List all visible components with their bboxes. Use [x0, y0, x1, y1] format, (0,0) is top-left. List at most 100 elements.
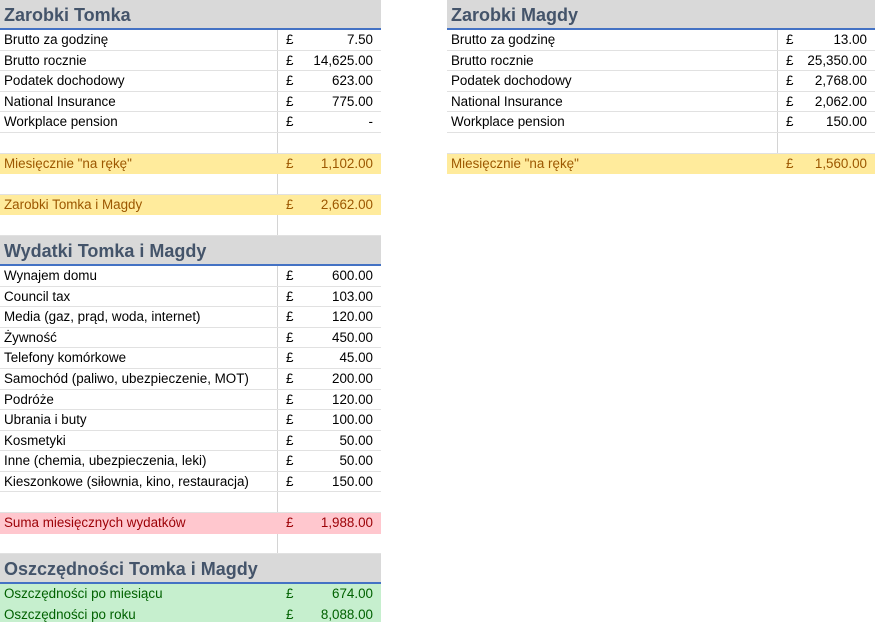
row-label[interactable]: Inne (chemia, ubezpieczenia, leki)	[0, 451, 278, 471]
currency-symbol[interactable]: £	[286, 267, 294, 283]
section-header[interactable]: Oszczędności Tomka i Magdy	[0, 554, 381, 585]
row-label[interactable]	[0, 174, 278, 194]
row-label[interactable]: Miesięcznie "na rękę"	[4, 155, 132, 171]
row-label[interactable]: Brutto rocznie	[0, 50, 278, 71]
row-value[interactable]: 600.00	[332, 267, 373, 283]
row-label[interactable]: Żywność	[0, 327, 278, 348]
row-label[interactable]: Podróże	[0, 389, 278, 410]
row-value[interactable]: 450.00	[332, 329, 373, 345]
row-value[interactable]	[302, 174, 381, 194]
currency-symbol[interactable]	[278, 534, 302, 554]
row-value[interactable]: 120.00	[332, 391, 373, 407]
row-value[interactable]: 45.00	[339, 350, 373, 366]
currency-symbol[interactable]	[778, 133, 802, 153]
row-label[interactable]	[447, 132, 778, 153]
row-label[interactable]: Podatek dochodowy	[0, 71, 278, 91]
row-label[interactable]: National Insurance	[447, 91, 778, 112]
row-value[interactable]: 2,662.00	[320, 196, 373, 212]
currency-symbol[interactable]: £	[786, 52, 794, 68]
row-label[interactable]: Kieszonkowe (siłownia, kino, restauracja…	[0, 471, 278, 492]
row-value[interactable]: 103.00	[332, 288, 373, 304]
currency-symbol[interactable]: £	[286, 473, 294, 489]
currency-symbol[interactable]: £	[786, 114, 794, 130]
row-label[interactable]: Wynajem domu	[0, 265, 278, 286]
currency-symbol[interactable]: £	[286, 93, 294, 109]
row-label[interactable]	[0, 215, 278, 235]
row-value[interactable]: 1,988.00	[320, 515, 373, 531]
row-label[interactable]: Samochód (paliwo, ubezpieczenie, MOT)	[0, 368, 278, 389]
currency-symbol[interactable]: £	[286, 32, 294, 47]
currency-symbol[interactable]: £	[286, 329, 294, 345]
currency-symbol[interactable]: £	[286, 114, 294, 130]
row-label[interactable]: Telefony komórkowe	[0, 348, 278, 368]
row-label[interactable]	[0, 492, 278, 513]
row-value[interactable]: 623.00	[332, 73, 373, 89]
currency-symbol[interactable]: £	[786, 32, 794, 47]
currency-symbol[interactable]: £	[286, 586, 294, 602]
currency-symbol[interactable]: £	[286, 73, 294, 89]
row-label[interactable]	[0, 533, 278, 554]
row-value[interactable]: 14,625.00	[313, 52, 373, 68]
row-label[interactable]: Workplace pension	[0, 112, 278, 132]
row-value[interactable]	[302, 215, 381, 235]
row-value[interactable]: 2,768.00	[814, 73, 867, 89]
row-label[interactable]: Oszczędności po miesiącu	[4, 586, 163, 602]
row-value[interactable]: 50.00	[339, 432, 373, 448]
row-label[interactable]: Brutto za godzinę	[0, 30, 278, 50]
row-value[interactable]: 1,102.00	[320, 155, 373, 171]
currency-symbol[interactable]: £	[286, 350, 294, 366]
row-label[interactable]: Brutto za godzinę	[447, 30, 778, 50]
row-label[interactable]: Ubrania i buty	[0, 410, 278, 430]
row-value[interactable]: 8,088.00	[320, 606, 373, 622]
currency-symbol[interactable]: £	[286, 370, 294, 386]
row-value[interactable]: 674.00	[332, 586, 373, 602]
currency-symbol[interactable]: £	[786, 155, 794, 171]
row-value[interactable]: 200.00	[332, 370, 373, 386]
row-label[interactable]: National Insurance	[0, 91, 278, 112]
row-label[interactable]	[0, 132, 278, 153]
row-value[interactable]: 13.00	[833, 32, 867, 47]
row-value[interactable]: 150.00	[332, 473, 373, 489]
row-value[interactable]: 150.00	[826, 114, 867, 130]
currency-symbol[interactable]: £	[286, 155, 294, 171]
row-value[interactable]: 25,350.00	[807, 52, 867, 68]
currency-symbol[interactable]: £	[286, 288, 294, 304]
currency-symbol[interactable]: £	[786, 73, 794, 89]
row-value[interactable]: 7.50	[346, 32, 373, 47]
currency-symbol[interactable]	[278, 492, 302, 512]
row-value[interactable]: -	[368, 114, 373, 130]
row-label[interactable]: Kosmetyki	[0, 430, 278, 451]
row-value[interactable]	[302, 133, 381, 153]
currency-symbol[interactable]: £	[286, 432, 294, 448]
currency-symbol[interactable]: £	[286, 412, 294, 428]
row-label[interactable]: Workplace pension	[447, 112, 778, 132]
row-label[interactable]: Council tax	[0, 286, 278, 307]
row-value[interactable]: 2,062.00	[814, 93, 867, 109]
row-value[interactable]: 120.00	[332, 309, 373, 325]
section-header[interactable]: Zarobki Magdy	[447, 0, 875, 30]
row-label[interactable]: Media (gaz, prąd, woda, internet)	[0, 307, 278, 327]
currency-symbol[interactable]	[278, 174, 302, 194]
currency-symbol[interactable]: £	[286, 391, 294, 407]
currency-symbol[interactable]	[278, 215, 302, 235]
currency-symbol[interactable]: £	[786, 93, 794, 109]
row-value[interactable]: 100.00	[332, 412, 373, 428]
section-header[interactable]: Zarobki Tomka	[0, 0, 381, 30]
currency-symbol[interactable]: £	[286, 309, 294, 325]
currency-symbol[interactable]: £	[286, 52, 294, 68]
row-value[interactable]	[302, 534, 381, 554]
row-label[interactable]: Oszczędności po roku	[4, 606, 136, 622]
currency-symbol[interactable]: £	[286, 453, 294, 469]
row-label[interactable]: Zarobki Tomka i Magdy	[4, 196, 143, 212]
currency-symbol[interactable]: £	[286, 606, 294, 622]
row-value[interactable]: 1,560.00	[814, 155, 867, 171]
row-value[interactable]: 50.00	[339, 453, 373, 469]
row-label[interactable]: Brutto rocznie	[447, 50, 778, 71]
row-label[interactable]: Suma miesięcznych wydatków	[4, 515, 186, 531]
row-value[interactable]	[802, 133, 875, 153]
row-label[interactable]: Miesięcznie "na rękę"	[451, 155, 579, 171]
currency-symbol[interactable]	[278, 133, 302, 153]
section-header[interactable]: Wydatki Tomka i Magdy	[0, 235, 381, 266]
row-label[interactable]: Podatek dochodowy	[447, 71, 778, 91]
currency-symbol[interactable]: £	[286, 515, 294, 531]
